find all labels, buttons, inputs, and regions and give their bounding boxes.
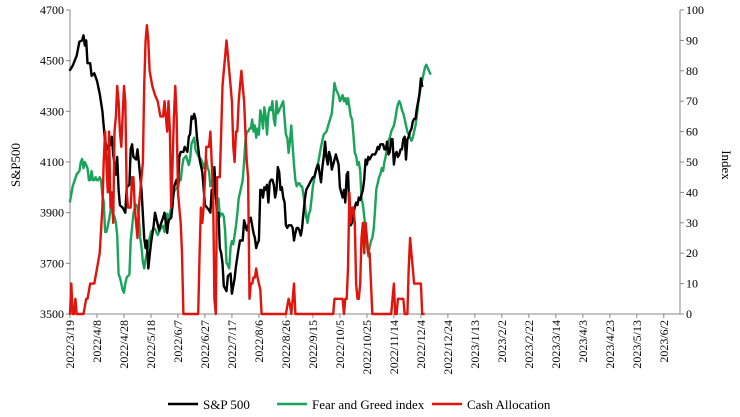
x-tick-label: 2022/6/27 (198, 320, 212, 369)
x-tick-label: 2023/1/13 (468, 320, 482, 369)
left-tick-label: 4300 (40, 104, 64, 118)
right-tick-label: 0 (686, 307, 692, 321)
right-tick-label: 80 (686, 64, 698, 78)
x-tick-label: 2022/6/7 (171, 320, 185, 363)
x-axis-ticks: 2022/3/19 2022/4/8 2022/4/28 2022/5/18 2022/… (63, 314, 671, 375)
x-tick-label: 2023/4/3 (576, 320, 590, 363)
right-tick-label: 90 (686, 33, 698, 47)
right-tick-label: 10 (686, 277, 698, 291)
plot-area (69, 10, 681, 315)
x-tick-label: 2022/11/14 (387, 320, 401, 374)
left-tick-label: 4700 (40, 3, 64, 17)
x-tick-label: 2023/2/22 (522, 320, 536, 369)
sp500-line (68, 34, 424, 295)
fear-greed-line (68, 63, 432, 294)
x-tick-label: 2023/2/2 (495, 320, 509, 363)
right-axis-title: Index (719, 150, 734, 180)
left-tick-label: 3900 (40, 206, 64, 220)
cash-allocation-line (68, 24, 425, 316)
x-tick-label: 2022/5/18 (144, 320, 158, 369)
left-axis-title: S&P500 (8, 143, 23, 187)
x-tick-label: 2022/10/5 (333, 320, 347, 369)
right-tick-label: 50 (686, 155, 698, 169)
x-tick-label: 2023/5/13 (630, 320, 644, 369)
right-y-axis-ticks: 0 10 20 30 40 50 60 70 80 90 100 (680, 3, 704, 321)
x-tick-label: 2022/9/15 (306, 320, 320, 369)
x-tick-label: 2022/4/28 (117, 320, 131, 369)
right-tick-label: 20 (686, 246, 698, 260)
x-tick-label: 2022/8/6 (252, 320, 266, 363)
legend-label-cash-allocation: Cash Allocation (467, 397, 551, 412)
x-tick-label: 2022/12/24 (441, 320, 455, 375)
left-tick-label: 3500 (40, 307, 64, 321)
left-tick-label: 3700 (40, 256, 64, 270)
right-tick-label: 60 (686, 125, 698, 139)
x-tick-label: 2023/3/14 (549, 320, 563, 369)
x-tick-label: 2022/4/8 (90, 320, 104, 363)
left-tick-label: 4500 (40, 54, 64, 68)
right-tick-label: 70 (686, 94, 698, 108)
x-tick-label: 2022/12/4 (414, 320, 428, 369)
x-tick-label: 2022/3/19 (63, 320, 77, 369)
right-tick-label: 100 (686, 3, 704, 17)
x-tick-label: 2022/10/25 (360, 320, 374, 375)
left-y-axis-ticks: 3500 3700 3900 4100 4300 4500 4700 (40, 3, 70, 321)
x-tick-label: 2023/6/2 (657, 320, 671, 363)
right-tick-label: 40 (686, 185, 698, 199)
series-layer (68, 24, 432, 316)
left-tick-label: 4100 (40, 155, 64, 169)
x-tick-label: 2023/4/23 (603, 320, 617, 369)
legend: S&P 500 Fear and Greed index Cash Alloca… (168, 397, 551, 412)
legend-label-sp500: S&P 500 (203, 397, 250, 412)
x-tick-label: 2022/8/26 (279, 320, 293, 369)
legend-label-fear-greed: Fear and Greed index (312, 397, 425, 412)
right-tick-label: 30 (686, 216, 698, 230)
x-tick-label: 2022/7/17 (225, 320, 239, 369)
